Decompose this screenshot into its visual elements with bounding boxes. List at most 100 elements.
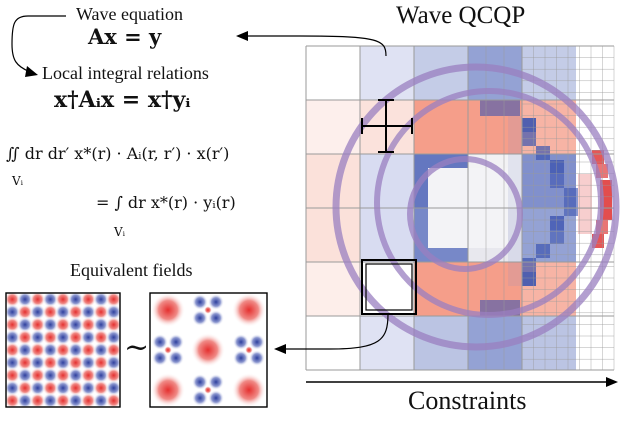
blue-blob: [168, 350, 184, 366]
red-blob: [55, 293, 71, 308]
red-blob: [55, 316, 71, 333]
equivalent-fields-label: Equivalent fields: [70, 260, 193, 280]
constraints-arrow: [306, 377, 618, 387]
fine-cell-19: [578, 174, 592, 234]
blue-blob: [208, 310, 224, 326]
blue-blob: [208, 374, 224, 390]
blue-blob: [152, 350, 168, 366]
red-blob: [93, 329, 109, 346]
blue-blob: [67, 342, 84, 358]
blue-blob: [192, 294, 208, 310]
red-blob-small: [164, 346, 172, 354]
red-blob: [6, 293, 21, 308]
fine-cell-6: [564, 202, 578, 216]
red-blob-small: [204, 306, 212, 314]
blue-blob: [208, 390, 224, 406]
red-blob: [6, 392, 21, 407]
constraints-label: Constraints: [408, 386, 527, 415]
red-blob: [42, 380, 59, 396]
blue-blob: [29, 380, 46, 396]
fine-cell-5: [564, 188, 578, 202]
blue-blob: [42, 367, 59, 384]
red-blob: [93, 380, 109, 396]
red-blob: [80, 367, 97, 384]
blue-blob: [233, 334, 249, 350]
red-blob: [67, 380, 84, 396]
red-blob: [17, 329, 33, 346]
blue-blob: [42, 316, 59, 333]
connector-arrows: [11, 15, 389, 354]
curved-arrow: [11, 15, 66, 73]
wave-equation-arrow: [244, 35, 387, 57]
blue-blob: [80, 380, 97, 396]
blue-blob: [152, 334, 168, 350]
blue-blob: [55, 380, 71, 396]
red-blob: [105, 293, 120, 308]
blue-blob: [80, 354, 97, 371]
red-blob: [29, 367, 46, 384]
red-blob: [29, 293, 46, 308]
blue-blob: [208, 294, 224, 310]
blue-blob: [93, 367, 109, 384]
blue-blob: [67, 392, 84, 407]
wave-equation-label: Wave equation: [76, 4, 184, 24]
integral-rhs: = ∫ dr x*(r) · yᵢ(r): [96, 193, 236, 212]
red-blob: [80, 342, 97, 358]
red-blob: [80, 316, 97, 333]
wave-equation: Ax = y: [88, 24, 162, 49]
blue-blob: [93, 392, 109, 407]
local-relations-label: Local integral relations: [42, 63, 209, 83]
red-blob-large: [232, 373, 266, 407]
blue-blob: [42, 293, 59, 308]
red-blob-large: [151, 293, 185, 327]
fine-cell-0: [522, 118, 536, 132]
blue-blob: [105, 329, 120, 346]
red-blob: [93, 304, 109, 320]
red-blob: [17, 304, 33, 320]
red-blob: [55, 367, 71, 384]
selected-cell-box: [361, 259, 417, 315]
blue-blob: [67, 293, 84, 308]
red-blob-large: [232, 293, 266, 327]
blue-blob: [93, 293, 109, 308]
field-panel-a: [5, 292, 121, 408]
blue-blob: [192, 374, 208, 390]
fine-cell-4: [550, 174, 564, 188]
blue-blob: [93, 342, 109, 358]
fine-cell-2: [536, 146, 550, 160]
crosshair-marker: [361, 99, 413, 153]
blue-blob: [17, 293, 33, 308]
blue-blob: [233, 350, 249, 366]
middle-ring: [374, 88, 604, 318]
blue-blob: [80, 304, 97, 320]
tile-6: [414, 100, 468, 154]
integral-rhs-domain: Vᵢ: [114, 225, 126, 239]
red-blob-large: [151, 373, 185, 407]
tile-20: [360, 262, 414, 316]
red-blob: [67, 354, 84, 371]
tile-centre-a: [428, 168, 468, 208]
red-blob: [42, 329, 59, 346]
fine-cell-11: [522, 272, 536, 286]
red-blob: [55, 392, 71, 407]
blue-blob: [55, 329, 71, 346]
red-blob: [29, 316, 46, 333]
blue-blob: [17, 392, 33, 407]
field-panel-b: [149, 292, 268, 408]
red-blob: [80, 293, 97, 308]
red-blob: [67, 329, 84, 346]
blue-blob: [105, 354, 120, 371]
red-blob: [6, 316, 21, 333]
blue-blob: [168, 334, 184, 350]
blue-blob: [93, 316, 109, 333]
blue-blob: [80, 329, 97, 346]
title: Wave QCQP: [396, 2, 526, 29]
blue-blob: [17, 316, 33, 333]
tile-0: [360, 46, 414, 100]
blue-blob: [29, 304, 46, 320]
outer-ring: [332, 63, 620, 351]
red-blob: [29, 392, 46, 407]
fine-cell-7: [550, 216, 564, 230]
blue-blob: [17, 367, 33, 384]
blue-blob: [105, 304, 120, 320]
